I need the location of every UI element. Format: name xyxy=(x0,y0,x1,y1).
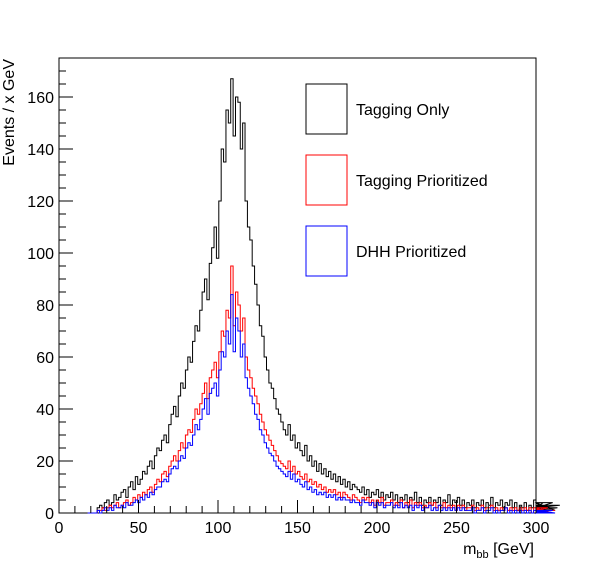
y-tick-label: 120 xyxy=(27,194,54,211)
x-axis-title-main: m xyxy=(463,541,476,558)
y-axis-title: Events / x GeV xyxy=(1,59,18,166)
series-line-1 xyxy=(87,265,556,514)
y-tick-label: 20 xyxy=(36,454,54,471)
x-tick-label: 100 xyxy=(205,520,232,537)
x-tick-label: 0 xyxy=(55,520,64,537)
x-axis-title: mbb [GeV] xyxy=(463,541,534,561)
x-tick-label: 150 xyxy=(284,520,311,537)
legend: Tagging Only Tagging Prioritized DHH Prior… xyxy=(305,83,488,277)
y-tick-label: 60 xyxy=(36,350,54,367)
x-tick-label: 250 xyxy=(443,520,470,537)
legend-label-1: Tagging Prioritized xyxy=(356,173,488,190)
legend-swatch-2 xyxy=(305,225,348,277)
y-tick-label: 140 xyxy=(27,142,54,159)
series-line-0 xyxy=(87,78,560,514)
series-line-2 xyxy=(87,294,556,515)
y-tick-label: 100 xyxy=(27,246,54,263)
y-tick-label: 160 xyxy=(27,90,54,107)
legend-label-2: DHH Prioritized xyxy=(356,244,466,261)
x-axis-title-unit: [GeV] xyxy=(489,541,534,558)
y-tick-label: 40 xyxy=(36,402,54,419)
legend-swatch-0 xyxy=(305,83,348,135)
x-tick-label: 50 xyxy=(130,520,148,537)
y-tick-label: 80 xyxy=(36,298,54,315)
y-tick-label: 0 xyxy=(45,506,54,523)
x-axis-title-sub: bb xyxy=(476,549,488,561)
ticks-layer: 0 50 100 150 200 250 300 0 20 40 60 80 100 120 140 160 xyxy=(27,57,550,537)
x-tick-label: 200 xyxy=(364,520,391,537)
legend-label-0: Tagging Only xyxy=(356,102,449,119)
legend-swatch-1 xyxy=(305,154,348,206)
series-layer xyxy=(87,78,560,515)
x-tick-label: 300 xyxy=(523,520,550,537)
